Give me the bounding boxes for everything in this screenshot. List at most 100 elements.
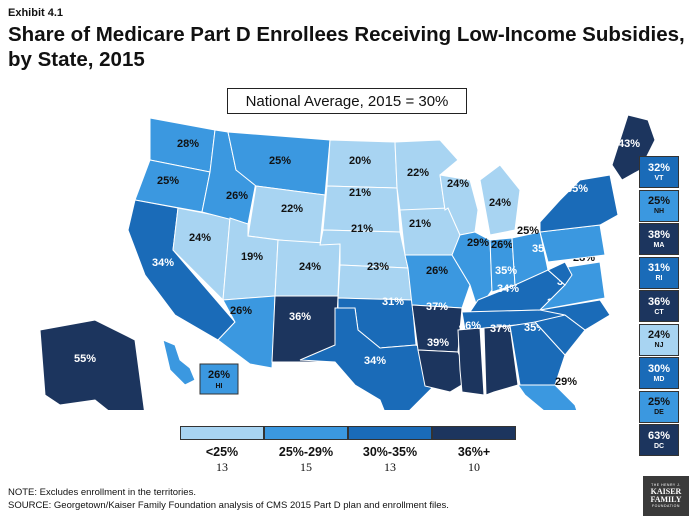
state-label-il: 29% bbox=[467, 237, 489, 249]
state-label-nm: 36% bbox=[289, 311, 311, 323]
legend-swatch bbox=[348, 426, 432, 440]
small-state-value: 38% bbox=[647, 228, 671, 241]
legend-count: 10 bbox=[468, 460, 480, 474]
state-label-al: 37% bbox=[490, 323, 512, 335]
state-label-ok: 31% bbox=[382, 296, 404, 308]
state-label-tn: 34% bbox=[497, 283, 519, 295]
state-label-ky: 35% bbox=[495, 265, 517, 277]
state-hi bbox=[162, 339, 196, 386]
small-state-ct: 36% CT bbox=[639, 290, 679, 322]
source-text: SOURCE: Georgetown/Kaiser Family Foundat… bbox=[8, 500, 449, 511]
state-code-hi: HI bbox=[216, 383, 223, 390]
state-label-mi: 24% bbox=[489, 197, 511, 209]
state-label-wy: 22% bbox=[281, 203, 303, 215]
notes: NOTE: Excludes enrollment in the territo… bbox=[8, 486, 449, 512]
legend-label: <25% bbox=[205, 445, 239, 459]
legend-swatch bbox=[180, 426, 264, 440]
state-label-ca: 34% bbox=[152, 257, 174, 269]
small-state-value: 30% bbox=[647, 362, 671, 375]
legend-label: 36%+ bbox=[457, 445, 491, 459]
chart-title: Share of Medicare Part D Enrollees Recei… bbox=[8, 23, 685, 71]
state-label-mn: 22% bbox=[407, 167, 429, 179]
state-label-in: 26% bbox=[491, 239, 513, 251]
small-state-code: NH bbox=[653, 208, 665, 215]
state-label-ks: 23% bbox=[367, 261, 389, 273]
state-label-ar: 37% bbox=[426, 301, 448, 313]
state-label-ia: 21% bbox=[409, 218, 431, 230]
state-label-id: 26% bbox=[226, 190, 248, 202]
small-state-code: RI bbox=[655, 275, 663, 282]
small-state-dc: 63% DC bbox=[639, 424, 679, 456]
state-label-mt: 25% bbox=[269, 155, 291, 167]
state-label-ne: 21% bbox=[351, 223, 373, 235]
state-mi bbox=[479, 164, 521, 236]
state-label-az: 26% bbox=[230, 305, 252, 317]
state-label-oh: 25% bbox=[517, 225, 539, 237]
small-state-code: DC bbox=[653, 442, 665, 450]
state-label-wi: 24% bbox=[447, 178, 469, 190]
small-state-value: 24% bbox=[647, 329, 671, 341]
state-al bbox=[483, 325, 519, 396]
state-label-wa: 28% bbox=[177, 138, 199, 150]
state-label-nd: 20% bbox=[349, 155, 371, 167]
state-label-fl: 29% bbox=[555, 376, 577, 388]
small-state-vt: 32% VT bbox=[639, 156, 679, 188]
legend-count: 13 bbox=[216, 460, 228, 474]
small-state-code: CT bbox=[654, 308, 664, 316]
kff-logo: THE HENRY J. KAISER FAMILY FOUNDATION bbox=[643, 476, 689, 516]
legend-entry: 30%-35% 13 bbox=[348, 444, 432, 474]
small-state-nh: 25% NH bbox=[639, 189, 679, 222]
state-label-ak: 55% bbox=[74, 353, 96, 365]
state-me bbox=[611, 114, 656, 181]
note-text: NOTE: Excludes enrollment in the territo… bbox=[8, 487, 196, 498]
small-state-code: NJ bbox=[654, 342, 664, 349]
state-label-mo: 26% bbox=[426, 265, 448, 277]
small-state-code: MD bbox=[653, 375, 665, 383]
small-state-value: 32% bbox=[647, 161, 671, 174]
legend-swatch bbox=[432, 426, 516, 440]
legend-swatches bbox=[180, 426, 516, 440]
legend-entry: 36%+ 10 bbox=[432, 444, 516, 474]
legend-entry: 25%-29% 15 bbox=[264, 444, 348, 474]
exhibit-label: Exhibit 4.1 bbox=[8, 7, 64, 19]
small-state-value: 63% bbox=[647, 429, 671, 442]
state-nc bbox=[539, 299, 611, 331]
state-wv bbox=[547, 261, 573, 286]
state-label-ut: 19% bbox=[241, 251, 263, 263]
national-average-text: National Average, 2015 = 30% bbox=[245, 92, 449, 110]
national-average-box: National Average, 2015 = 30% bbox=[227, 88, 467, 114]
state-wy bbox=[247, 185, 326, 246]
state-la bbox=[417, 349, 471, 393]
legend-label: 25%-29% bbox=[278, 445, 334, 459]
state-label-ny: 35% bbox=[566, 183, 588, 195]
state-ga bbox=[509, 321, 566, 386]
small-state-code: VT bbox=[654, 174, 664, 182]
state-label-me: 43% bbox=[618, 138, 640, 150]
small-state-nj: 24% NJ bbox=[639, 323, 679, 356]
state-fl bbox=[517, 384, 578, 410]
legend-labels: <25% 13 25%-29% 15 30%-35% 13 36%+ 10 bbox=[180, 444, 516, 474]
small-state-value: 31% bbox=[647, 262, 671, 274]
small-state-de: 25% DE bbox=[639, 390, 679, 423]
legend-swatch bbox=[264, 426, 348, 440]
state-tx bbox=[299, 307, 433, 410]
state-label-tx: 34% bbox=[364, 355, 386, 367]
small-state-value: 36% bbox=[647, 295, 671, 308]
state-ms bbox=[457, 327, 485, 396]
us-map: 28% 25% 34% 24% 26% 25% 22% 19% 24% 26% 36% 20% 21% 2… bbox=[39, 114, 656, 410]
state-label-la: 39% bbox=[427, 337, 449, 349]
small-state-md: 30% MD bbox=[639, 357, 679, 389]
hawaii-box bbox=[199, 363, 239, 395]
state-label-sd: 21% bbox=[349, 187, 371, 199]
legend-entry: <25% 13 bbox=[180, 444, 264, 474]
legend-count: 15 bbox=[300, 460, 312, 474]
state-label-ms: 46% bbox=[459, 320, 481, 332]
state-ny bbox=[539, 174, 619, 233]
state-label-co: 24% bbox=[299, 261, 321, 273]
small-state-value: 25% bbox=[647, 396, 671, 408]
state-ak bbox=[39, 319, 145, 410]
small-state-code: DE bbox=[654, 409, 664, 416]
small-state-value: 25% bbox=[647, 195, 671, 207]
state-label-or: 25% bbox=[157, 175, 179, 187]
small-state-ri: 31% RI bbox=[639, 256, 679, 289]
